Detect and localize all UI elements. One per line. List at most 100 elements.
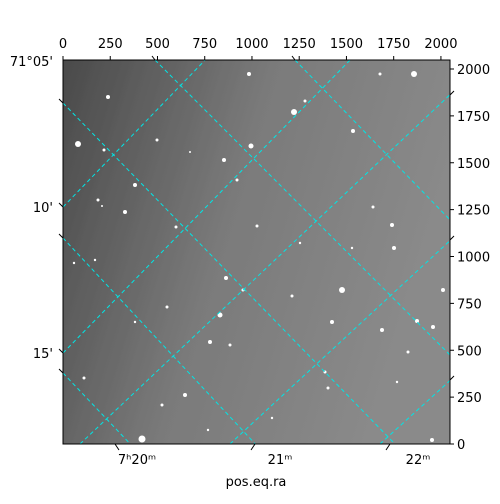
y-tick-label: 1250 <box>457 204 490 219</box>
ra-grid-line <box>63 237 257 444</box>
dec-tick <box>449 235 455 241</box>
star <box>371 205 375 209</box>
star <box>380 328 384 332</box>
y-tick-label: 2000 <box>457 63 490 78</box>
x-tick-label: 1250 <box>283 37 316 52</box>
ra-grid-line <box>294 60 450 221</box>
star <box>248 143 254 149</box>
star <box>330 320 334 324</box>
x-axis-label: pos.eq.ra <box>226 475 287 490</box>
ra-tick <box>291 55 296 61</box>
y-tick-label: 750 <box>457 297 482 312</box>
star <box>303 99 307 103</box>
image <box>63 60 450 444</box>
x-tick-label: 1000 <box>235 37 268 52</box>
star <box>406 350 410 354</box>
star <box>247 72 251 76</box>
star <box>431 325 435 329</box>
x-tick-label: 750 <box>192 37 217 52</box>
ra-grid-line <box>63 372 131 444</box>
x-tick-label: 1750 <box>377 37 410 52</box>
stars <box>72 71 445 443</box>
ra-tick <box>151 55 156 61</box>
ra-tick <box>58 368 64 374</box>
star <box>93 258 97 262</box>
star <box>96 198 100 202</box>
star <box>206 428 210 432</box>
dec-tick-label: 10' <box>33 201 53 216</box>
star <box>350 246 354 250</box>
star <box>101 205 103 207</box>
ra-tick <box>385 443 391 451</box>
star <box>378 72 382 76</box>
star <box>106 95 110 99</box>
ra-tick-label: 21ᵐ <box>268 453 293 468</box>
star <box>291 109 297 115</box>
dec-tick <box>449 375 455 381</box>
dec-grid-line <box>63 60 206 208</box>
dec-grid-line <box>229 239 450 444</box>
star <box>298 241 302 245</box>
dec-tick-label: 71°05' <box>10 55 53 70</box>
star <box>390 223 394 227</box>
star <box>72 261 76 265</box>
star <box>183 393 187 397</box>
star <box>133 183 137 187</box>
star <box>155 138 159 142</box>
frame <box>62 59 451 445</box>
star <box>395 380 399 384</box>
x-tick-label: 1500 <box>330 37 363 52</box>
y-tick-label: 1500 <box>457 157 490 172</box>
star <box>224 276 228 280</box>
ra-grid-line <box>63 102 396 444</box>
star <box>270 416 274 420</box>
star <box>75 141 81 147</box>
star <box>351 129 355 133</box>
y-tick-label: 0 <box>457 438 465 453</box>
star <box>339 287 345 293</box>
dec-tick <box>449 90 455 96</box>
star <box>217 312 223 318</box>
star <box>222 158 226 162</box>
y-tick-label: 250 <box>457 391 482 406</box>
ra-tick <box>58 98 64 104</box>
star <box>165 305 169 309</box>
x-tick-label: 0 <box>59 37 67 52</box>
ra-tick-label: 22ᵐ <box>406 453 431 468</box>
ra-grid-line <box>154 60 450 356</box>
star <box>102 148 106 152</box>
star <box>82 376 86 380</box>
y-tick-label: 500 <box>457 344 482 359</box>
dec-tick <box>58 348 64 354</box>
ra-tick <box>250 443 256 451</box>
star <box>138 435 146 443</box>
wcs-ticks <box>58 55 455 451</box>
dec-grid-line <box>379 379 450 444</box>
x-tick-label: 250 <box>98 37 123 52</box>
star <box>326 386 330 390</box>
star <box>133 320 137 324</box>
star <box>430 438 434 442</box>
dec-grid-line <box>79 94 450 444</box>
star <box>411 71 417 77</box>
star <box>123 210 127 214</box>
star <box>208 340 212 344</box>
wcs-grid <box>63 60 450 444</box>
y-tick-label: 1750 <box>457 110 490 125</box>
star <box>255 224 259 228</box>
star <box>235 178 239 182</box>
star <box>441 288 445 292</box>
ra-tick-label: 7ʰ20ᵐ <box>118 453 156 468</box>
y-tick-label: 1000 <box>457 251 490 266</box>
star <box>174 225 178 229</box>
ra-tick <box>114 443 120 451</box>
x-tick-label: 2000 <box>424 37 457 52</box>
star <box>160 403 164 407</box>
star <box>290 294 294 298</box>
x-tick-label: 500 <box>145 37 170 52</box>
star <box>415 319 419 323</box>
star <box>392 246 396 250</box>
star <box>228 343 232 347</box>
dec-tick-label: 15' <box>33 347 53 362</box>
